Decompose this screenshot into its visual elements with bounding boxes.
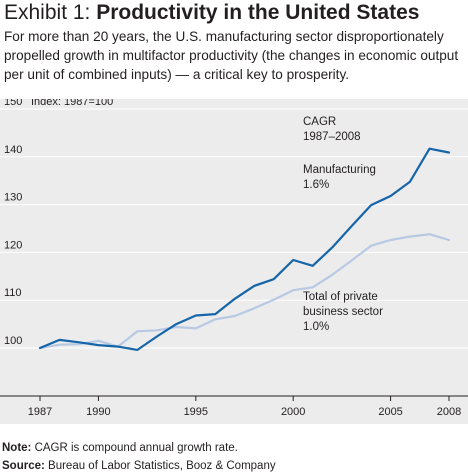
y-tick-label-120: 120: [4, 239, 22, 251]
x-tick-label-1990: 1990: [86, 406, 110, 418]
title-prefix: Exhibit 1:: [4, 1, 97, 24]
y-tick-label-100: 100: [4, 335, 22, 347]
index-label: Index: 1987=100: [31, 99, 113, 108]
title-main: Productivity in the United States: [96, 1, 420, 24]
series-label-total-of-private-business-sector-1: Total of private: [303, 291, 378, 303]
series-label-manufacturing-1: Manufacturing: [303, 164, 376, 176]
source-line: Source: Bureau of Labor Statistics, Booz…: [2, 459, 276, 473]
series-line-manufacturing: [38, 147, 451, 351]
y-tick-label-150: 150: [4, 99, 22, 108]
source-text: Bureau of Labor Statistics, Booz & Compa…: [44, 460, 276, 472]
y-tick-label-110: 110: [4, 287, 22, 299]
line-chart: 100 110 120 130 140 150 Index: 1987=100 1987 199…: [0, 99, 468, 418]
series-label-total-of-private-business-sector-3: 1.0%: [303, 321, 329, 333]
y-tick-label-130: 130: [4, 192, 22, 204]
cagr-annotation-line-2: 1987–2008: [303, 131, 361, 143]
series-label-manufacturing-2: 1.6%: [303, 179, 329, 191]
plot-background: [0, 99, 468, 424]
note-label: Note:: [2, 442, 32, 454]
x-tick-label-2008: 2008: [437, 406, 461, 418]
chart-subtitle: For more than 20 years, the U.S. manufac…: [4, 29, 459, 82]
y-tick-label-140: 140: [4, 144, 22, 156]
series-label-total-of-private-business-sector-2: business sector: [303, 306, 383, 318]
cagr-annotation-line-1: CAGR: [303, 116, 336, 128]
x-tick-label-2000: 2000: [281, 406, 305, 418]
x-tick-label-1995: 1995: [184, 406, 208, 418]
footnote: Note: CAGR is compound annual growth rat…: [2, 441, 238, 455]
x-tick-label-2005: 2005: [378, 406, 402, 418]
source-label: Source:: [2, 460, 45, 472]
chart-title: Exhibit 1: Productivity in the United St…: [4, 0, 419, 26]
series-line-total-of-private-business-sector: [38, 233, 451, 350]
note-text: CAGR is compound annual growth rate.: [31, 442, 238, 454]
x-tick-label-1987: 1987: [28, 406, 52, 418]
